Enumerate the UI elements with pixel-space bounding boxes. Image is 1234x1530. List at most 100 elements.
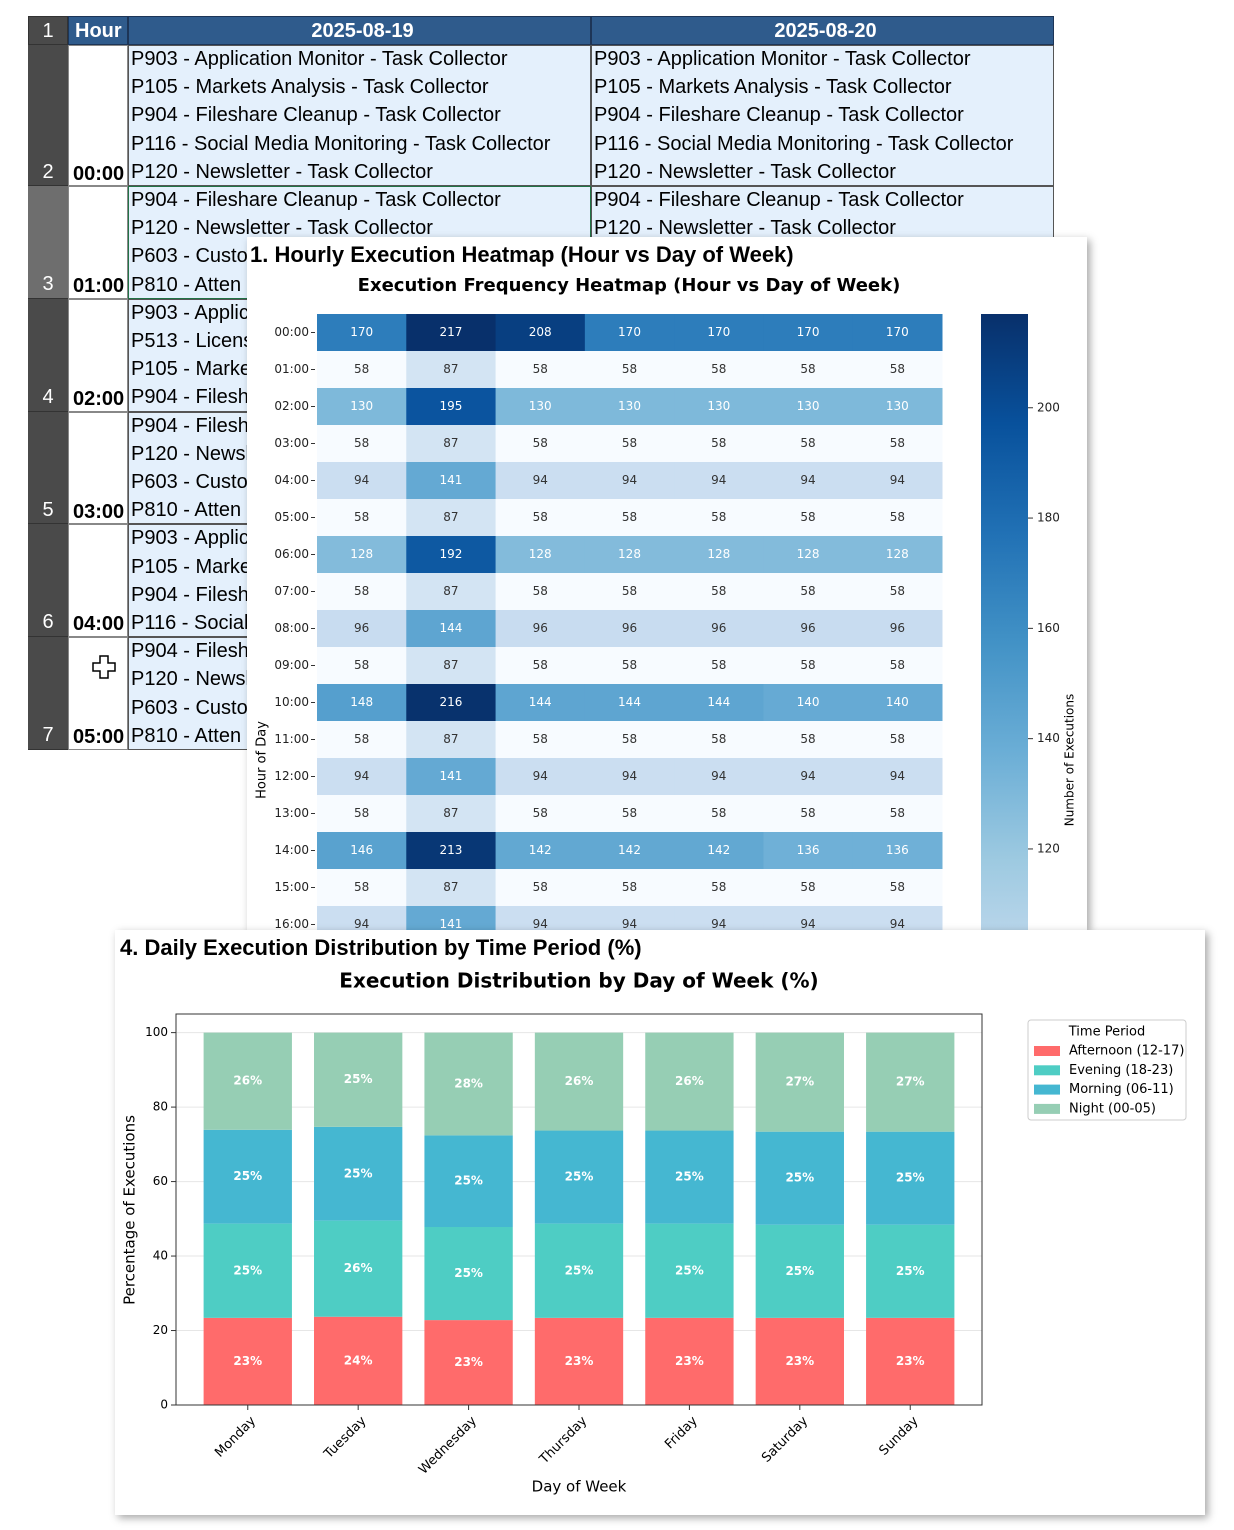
- bar-segment: [866, 1317, 955, 1405]
- cell-label: 58: [622, 510, 637, 524]
- data-label: 26%: [344, 1261, 373, 1275]
- heatmap-cell: [584, 573, 675, 611]
- y-tick-label: 00:00: [274, 325, 309, 339]
- cell-label: 128: [797, 547, 820, 561]
- legend-swatch: [1034, 1046, 1060, 1056]
- heatmap-cell: [852, 573, 943, 611]
- heatmap-cell: [674, 721, 764, 759]
- heatmap-cell: [317, 758, 407, 796]
- heatmap-cell: [317, 647, 407, 685]
- cell-label: 141: [439, 769, 462, 783]
- cell-label: 94: [890, 917, 905, 930]
- heatmap-cell: [763, 351, 854, 389]
- cell-label: 94: [711, 473, 726, 487]
- cell-label: 96: [354, 621, 369, 635]
- cell-label: 58: [354, 362, 369, 376]
- cell-label: 58: [800, 436, 815, 450]
- cell-label: 192: [439, 547, 462, 561]
- y-axis-label: Percentage of Executions: [121, 1115, 139, 1305]
- cell-label: 94: [890, 473, 905, 487]
- cell-label: 128: [529, 547, 552, 561]
- cell-label: 170: [350, 325, 373, 339]
- bar-segment: [645, 1130, 734, 1224]
- data-label: 25%: [344, 1072, 373, 1086]
- cell-label: 94: [890, 769, 905, 783]
- heatmap-cell: [584, 610, 675, 648]
- cell-label: 144: [707, 695, 730, 709]
- cell-text: P116 - Social: [131, 612, 249, 634]
- heatmap-cell: [584, 869, 675, 907]
- heatmap-cell: [317, 610, 407, 648]
- heatmap-cell: [495, 314, 586, 352]
- y-tick-label: 100: [145, 1025, 168, 1039]
- heatmap-cell: [317, 351, 407, 389]
- row-number: 2: [28, 45, 68, 186]
- legend-swatch: [1034, 1084, 1060, 1095]
- y-tick-label: 16:00: [274, 917, 309, 930]
- heatmap-cell: [763, 684, 854, 722]
- heatmap-cell: [406, 906, 497, 930]
- cell-text: P904 - Filesha: [131, 640, 260, 663]
- cell-label: 58: [800, 806, 815, 820]
- x-tick-label: Saturday: [759, 1413, 811, 1465]
- cell-label: 87: [443, 806, 458, 820]
- hour-cell: 01:00: [68, 186, 128, 299]
- cell-text: P903 - Applic: [131, 527, 249, 550]
- heatmap-cell: [406, 425, 497, 463]
- heatmap-cell: [317, 425, 407, 463]
- cell-label: 58: [622, 362, 637, 376]
- heatmap-cell: [852, 425, 943, 463]
- cell-label: 58: [622, 806, 637, 820]
- data-label: 25%: [565, 1170, 594, 1184]
- cell-label: 58: [800, 510, 815, 524]
- cell-label: 58: [800, 584, 815, 598]
- heatmap-cell: [763, 499, 854, 537]
- bar-segment: [314, 1220, 403, 1317]
- cell-label: 130: [707, 399, 730, 413]
- data-label: 27%: [896, 1075, 925, 1089]
- heatmap-cell: [763, 869, 854, 907]
- cell-label: 136: [797, 843, 820, 857]
- cell-label: 144: [618, 695, 641, 709]
- cell-label: 170: [797, 325, 820, 339]
- heatmap-cell: [852, 536, 943, 574]
- heatmap-cell: [763, 906, 854, 930]
- bar-segment: [424, 1227, 513, 1321]
- data-label: 23%: [233, 1354, 262, 1368]
- heatmap-cell: [584, 832, 675, 870]
- cell-text: P603 - Custo: [131, 471, 248, 493]
- cell-label: 58: [622, 584, 637, 598]
- heatmap-cell: [584, 647, 675, 685]
- heatmap-cell: [852, 795, 943, 833]
- heatmap-cell: [495, 832, 586, 870]
- cell-label: 96: [622, 621, 637, 635]
- heatmap-cell: [763, 573, 854, 611]
- data-label: 23%: [454, 1355, 483, 1369]
- column-header: Hour: [68, 16, 128, 45]
- heatmap-cell: [584, 684, 675, 722]
- cell-text: P120 - Newsletter - Task Collector: [131, 160, 433, 183]
- heatmap-cell: [406, 647, 497, 685]
- row-number: 4: [28, 298, 68, 412]
- heatmap-cell: [495, 536, 586, 574]
- bar-panel: 4. Daily Execution Distribution by Time …: [115, 930, 1205, 1515]
- cell-label: 87: [443, 732, 458, 746]
- cell-label: 208: [529, 325, 552, 339]
- cell-label: 58: [354, 806, 369, 820]
- cell-label: 58: [711, 806, 726, 820]
- heatmap-cell: [763, 314, 854, 352]
- cell-text: P116 - Social Media Monitoring - Task Co…: [131, 132, 551, 155]
- y-tick-label: 05:00: [274, 510, 309, 524]
- cell-label: 94: [800, 769, 815, 783]
- legend-label: Afternoon (12-17): [1069, 1044, 1184, 1059]
- heatmap-cell: [674, 684, 764, 722]
- y-axis-label: Hour of Day: [255, 721, 270, 799]
- cell-label: 96: [711, 621, 726, 635]
- heatmap-cell: [674, 536, 764, 574]
- heatmap-cell: [584, 388, 675, 426]
- heatmap-cell: [317, 536, 407, 574]
- bar-segment: [534, 1032, 624, 1131]
- cell-label: 87: [443, 584, 458, 598]
- heatmap-cell: [674, 832, 764, 870]
- cell-label: 58: [890, 510, 905, 524]
